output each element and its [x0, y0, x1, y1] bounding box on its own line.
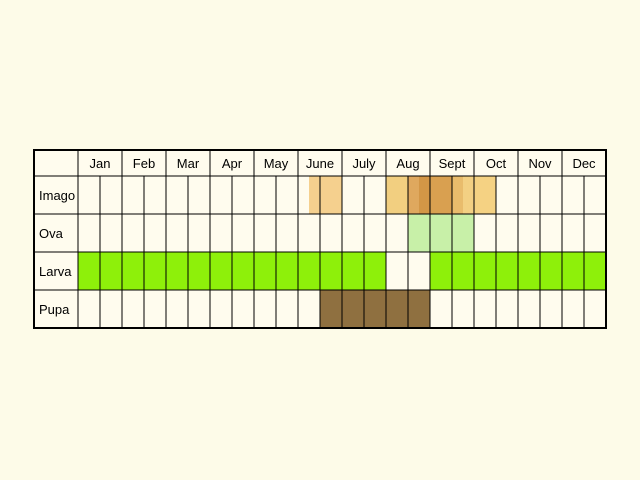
month-label-mar: Mar	[177, 156, 200, 171]
month-label-aug: Aug	[396, 156, 419, 171]
imago-activity-cell	[386, 176, 408, 214]
month-label-feb: Feb	[133, 156, 155, 171]
stage-label-imago: Imago	[39, 188, 75, 203]
table-frame	[33, 149, 607, 329]
pupa-activity-cell	[320, 290, 430, 328]
imago-activity-cell	[309, 176, 342, 214]
stage-label-larva: Larva	[39, 264, 72, 279]
stage-label-pupa: Pupa	[39, 302, 70, 317]
imago-activity-cell	[430, 176, 452, 214]
month-label-june: June	[306, 156, 334, 171]
month-label-jan: Jan	[90, 156, 111, 171]
ova-activity-cell	[408, 214, 474, 252]
month-label-nov: Nov	[528, 156, 552, 171]
month-label-sept: Sept	[439, 156, 466, 171]
imago-activity-cell	[474, 176, 496, 214]
month-label-dec: Dec	[572, 156, 596, 171]
imago-activity-cell	[463, 176, 474, 214]
imago-activity-cell	[408, 176, 419, 214]
month-label-may: May	[264, 156, 289, 171]
imago-activity-cell	[419, 176, 430, 214]
stage-label-ova: Ova	[39, 226, 64, 241]
month-label-july: July	[352, 156, 376, 171]
month-label-apr: Apr	[222, 156, 243, 171]
month-label-oct: Oct	[486, 156, 507, 171]
imago-activity-cell	[452, 176, 463, 214]
